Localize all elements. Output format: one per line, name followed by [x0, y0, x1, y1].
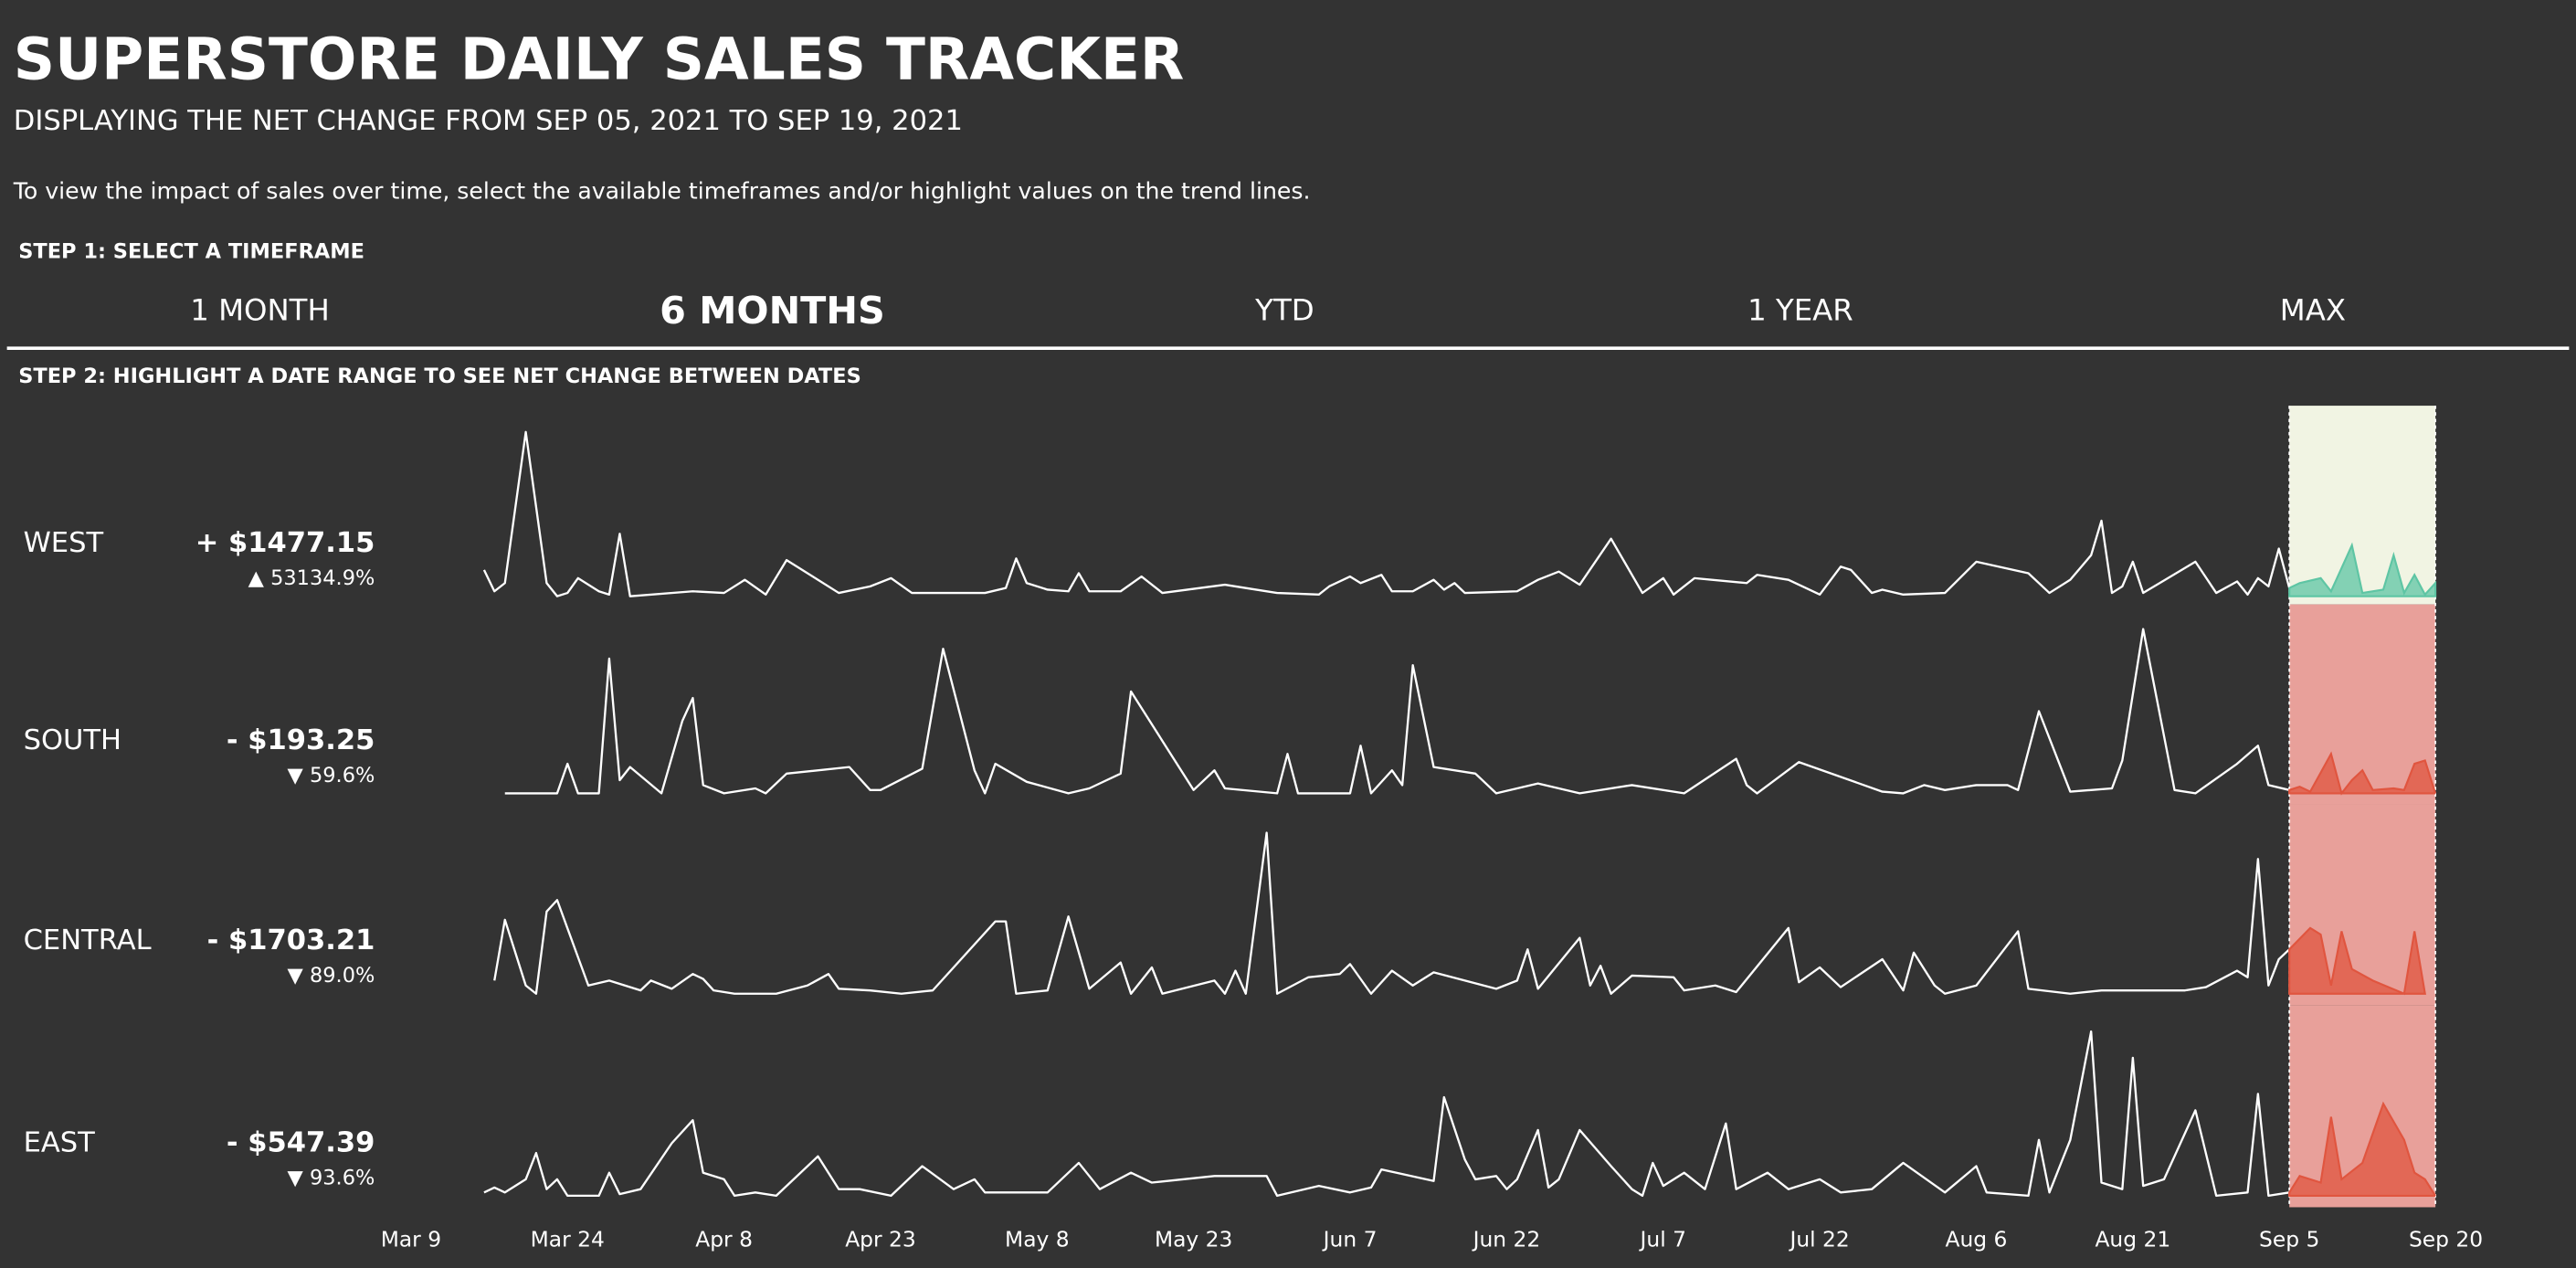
x-tick-label: Apr 23 [845, 1227, 916, 1252]
x-tick-label: May 8 [1005, 1227, 1070, 1252]
timeframe-button[interactable]: 1 YEAR [1747, 293, 1853, 328]
region-name: CENTRAL [24, 925, 152, 956]
highlight-area [2288, 926, 2426, 996]
x-tick-label: Jun 22 [1472, 1227, 1541, 1252]
trend-line [504, 628, 2290, 795]
trend-line [493, 831, 2290, 995]
x-tick-label: May 23 [1155, 1227, 1232, 1252]
x-tick-label: Aug 6 [1946, 1227, 2008, 1252]
timeframe-button[interactable]: YTD [1254, 293, 1314, 328]
step-label: STEP 2: HIGHLIGHT A DATE RANGE TO SEE NE… [18, 365, 861, 388]
step-label: STEP 1: SELECT A TIMEFRAME [18, 239, 364, 263]
region-name: EAST [24, 1126, 96, 1158]
net-change: - $1703.21 [207, 925, 375, 956]
pct-change: ▼ 59.6% [288, 764, 375, 787]
pct-change: ▼ 93.6% [288, 1166, 375, 1189]
x-tick-label: Jul 7 [1639, 1227, 1686, 1252]
x-tick-label: Aug 21 [2095, 1227, 2170, 1252]
x-tick-label: Apr 8 [695, 1227, 753, 1252]
region-name: WEST [24, 527, 104, 559]
trend-line [483, 1030, 2290, 1198]
x-tick-label: Jul 22 [1788, 1227, 1849, 1252]
instructions: To view the impact of sales over time, s… [13, 178, 1311, 205]
x-tick-label: Sep 5 [2259, 1227, 2319, 1252]
x-tick-label: Jun 7 [1322, 1227, 1378, 1252]
net-change: - $193.25 [227, 724, 375, 756]
x-tick-label: Mar 9 [381, 1227, 441, 1252]
title: SUPERSTORE DAILY SALES TRACKER [14, 26, 1185, 92]
x-tick-label: Sep 20 [2409, 1227, 2483, 1252]
net-change: + $1477.15 [195, 527, 375, 559]
timeframe-button[interactable]: 6 MONTHS [660, 289, 885, 333]
pct-change: ▼ 89.0% [288, 964, 375, 988]
highlight-area [2288, 1101, 2436, 1197]
x-tick-label: Mar 24 [531, 1227, 605, 1252]
highlight-band [2289, 406, 2436, 605]
region-name: SOUTH [24, 724, 121, 756]
subtitle: DISPLAYING THE NET CHANGE FROM SEP 05, 2… [14, 105, 963, 137]
timeframe-button[interactable]: 1 MONTH [190, 293, 330, 328]
pct-change: ▲ 53134.9% [248, 566, 375, 590]
timeframe-button[interactable]: MAX [2280, 293, 2346, 328]
highlight-area [2288, 751, 2437, 796]
net-change: - $547.39 [227, 1126, 375, 1158]
trend-line [482, 430, 2291, 597]
highlight-area [2288, 542, 2437, 597]
